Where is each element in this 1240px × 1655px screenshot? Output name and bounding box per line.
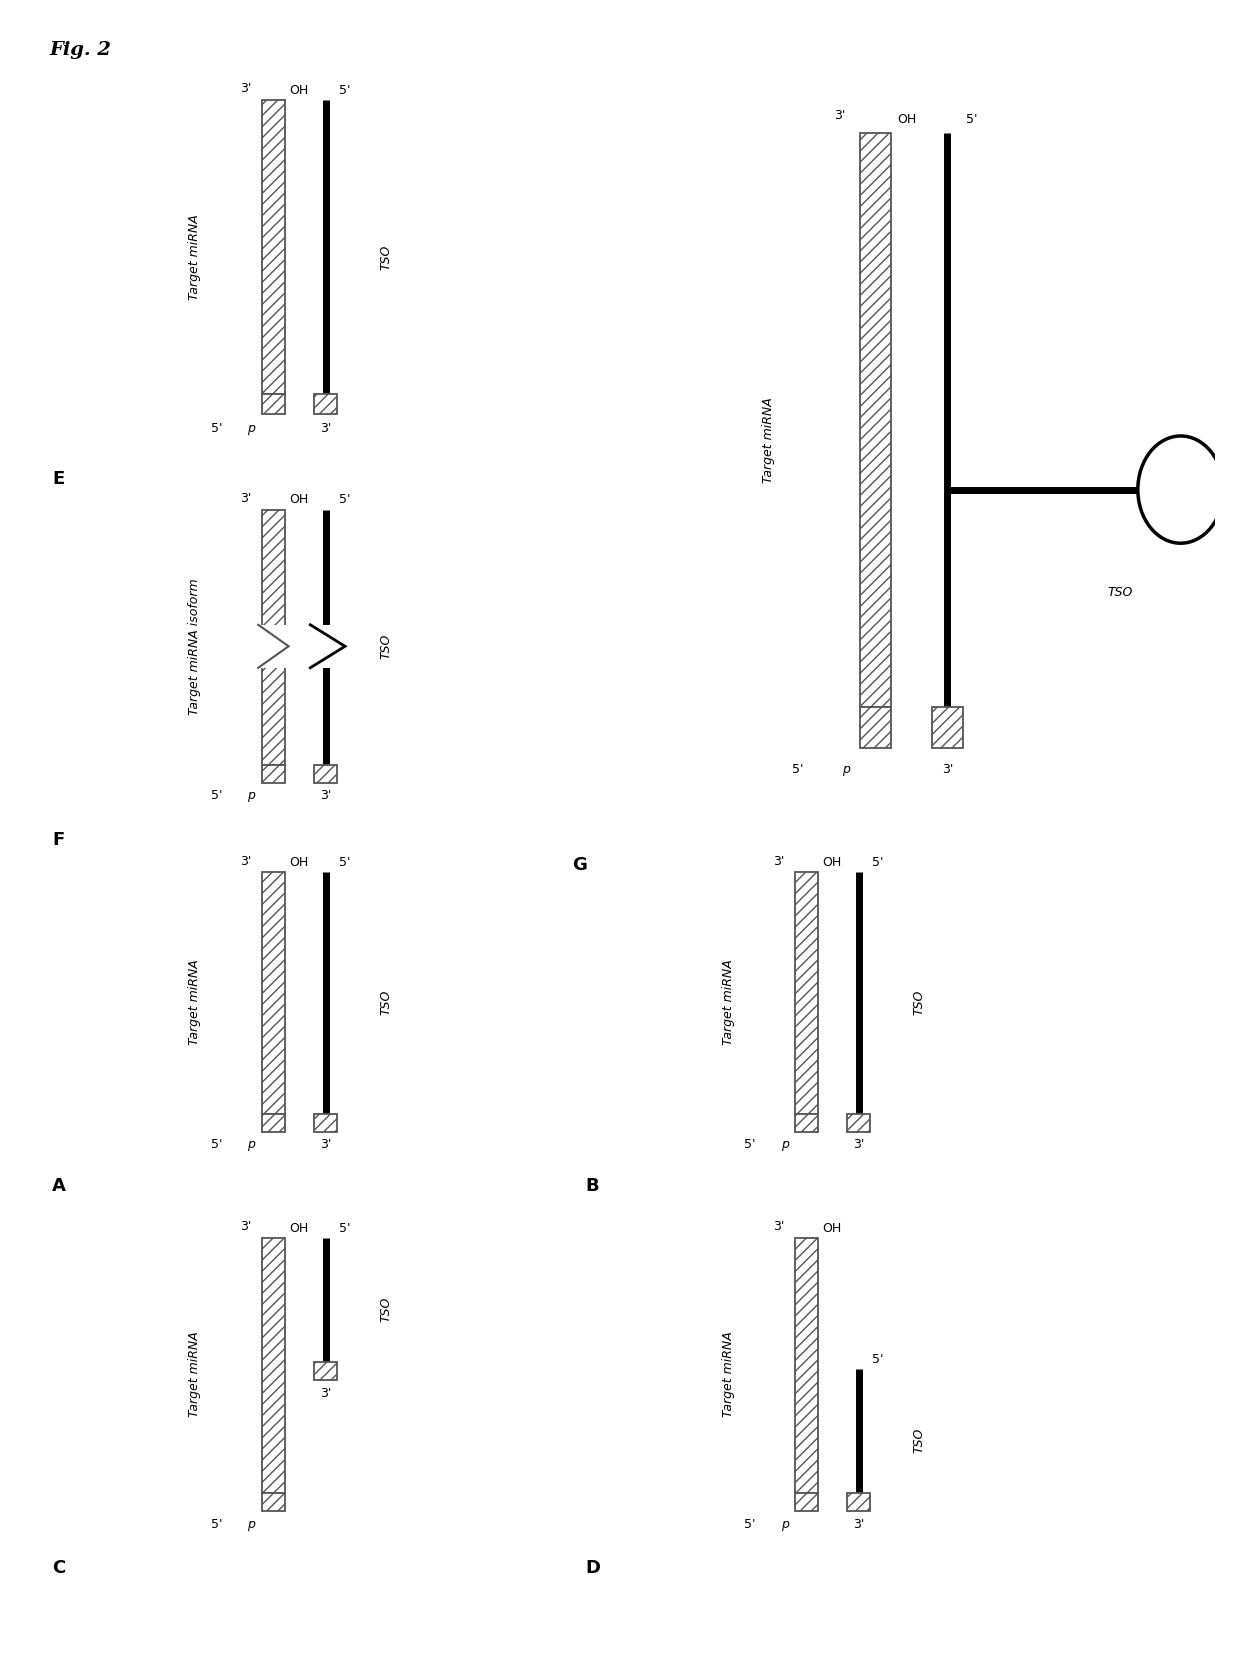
Text: 3': 3' <box>320 1387 331 1400</box>
Text: 5': 5' <box>792 763 804 776</box>
Text: Target miRNA: Target miRNA <box>761 397 775 483</box>
Text: p: p <box>247 1518 255 1531</box>
Bar <box>262 101 285 394</box>
Text: 5': 5' <box>744 1139 755 1152</box>
Text: 3': 3' <box>320 789 331 803</box>
Text: 5': 5' <box>211 789 222 803</box>
Bar <box>932 707 962 748</box>
Bar <box>262 1238 285 1493</box>
Text: TSO: TSO <box>379 1296 393 1322</box>
Text: A: A <box>52 1177 66 1195</box>
Text: OH: OH <box>822 856 842 869</box>
Text: OH: OH <box>289 1221 309 1235</box>
Text: p: p <box>780 1518 789 1531</box>
Bar <box>861 134 892 707</box>
Text: TSO: TSO <box>913 1427 926 1453</box>
Bar <box>260 626 286 667</box>
Text: p: p <box>842 763 849 776</box>
Text: Target miRNA isoform: Target miRNA isoform <box>188 578 201 715</box>
Bar <box>314 765 337 783</box>
Text: OH: OH <box>822 1221 842 1235</box>
Text: 5': 5' <box>211 1139 222 1152</box>
Bar <box>262 1114 285 1132</box>
Bar <box>795 1493 818 1511</box>
Text: 3': 3' <box>239 492 252 505</box>
Bar <box>262 872 285 1114</box>
Text: 5': 5' <box>339 856 351 869</box>
Text: E: E <box>52 470 64 488</box>
Text: 3': 3' <box>773 854 785 867</box>
Text: Target miRNA: Target miRNA <box>188 960 201 1044</box>
Text: 3': 3' <box>239 1220 252 1233</box>
Text: 3': 3' <box>320 422 331 435</box>
Text: Target miRNA: Target miRNA <box>722 1332 734 1417</box>
Text: p: p <box>247 422 255 435</box>
Text: TSO: TSO <box>379 990 393 1015</box>
Text: p: p <box>780 1139 789 1152</box>
Text: G: G <box>573 856 588 874</box>
Text: 3': 3' <box>239 81 252 94</box>
Text: Target miRNA: Target miRNA <box>188 1332 201 1417</box>
Text: 3': 3' <box>853 1518 864 1531</box>
Bar <box>314 394 337 414</box>
Text: B: B <box>585 1177 599 1195</box>
Bar <box>262 394 285 414</box>
Text: Fig. 2: Fig. 2 <box>50 41 112 60</box>
Text: OH: OH <box>289 856 309 869</box>
Text: TSO: TSO <box>379 245 393 270</box>
Bar <box>795 872 818 1114</box>
Text: 5': 5' <box>744 1518 755 1531</box>
Text: F: F <box>52 831 64 849</box>
Text: TSO: TSO <box>913 990 926 1015</box>
Text: OH: OH <box>898 113 916 126</box>
Text: p: p <box>247 1139 255 1152</box>
Bar <box>306 626 345 667</box>
Text: Target miRNA: Target miRNA <box>188 215 201 300</box>
Bar <box>795 1238 818 1493</box>
Text: 5': 5' <box>339 1221 351 1235</box>
Text: OH: OH <box>289 84 309 96</box>
Text: TSO: TSO <box>379 634 393 659</box>
Bar <box>847 1493 870 1511</box>
Bar <box>314 1114 337 1132</box>
Text: 3': 3' <box>941 763 954 776</box>
Text: 3': 3' <box>320 1139 331 1152</box>
Bar <box>262 765 285 783</box>
Text: 3': 3' <box>835 109 846 122</box>
Text: 5': 5' <box>966 113 977 126</box>
Text: 5': 5' <box>211 422 222 435</box>
Text: 5': 5' <box>339 493 351 506</box>
Bar <box>262 510 285 765</box>
Text: 5': 5' <box>211 1518 222 1531</box>
Text: 5': 5' <box>872 856 884 869</box>
Text: 3': 3' <box>773 1220 785 1233</box>
Text: OH: OH <box>289 493 309 506</box>
Bar <box>262 1493 285 1511</box>
Bar <box>795 1114 818 1132</box>
Text: TSO: TSO <box>1107 586 1132 599</box>
Bar <box>847 1114 870 1132</box>
Text: D: D <box>585 1559 600 1577</box>
Text: 5': 5' <box>872 1352 884 1365</box>
Text: 3': 3' <box>239 854 252 867</box>
Text: 3': 3' <box>853 1139 864 1152</box>
Text: 5': 5' <box>339 84 351 96</box>
Text: p: p <box>247 789 255 803</box>
Bar <box>861 707 892 748</box>
Bar <box>314 1362 337 1380</box>
Text: C: C <box>52 1559 66 1577</box>
Text: Target miRNA: Target miRNA <box>722 960 734 1044</box>
